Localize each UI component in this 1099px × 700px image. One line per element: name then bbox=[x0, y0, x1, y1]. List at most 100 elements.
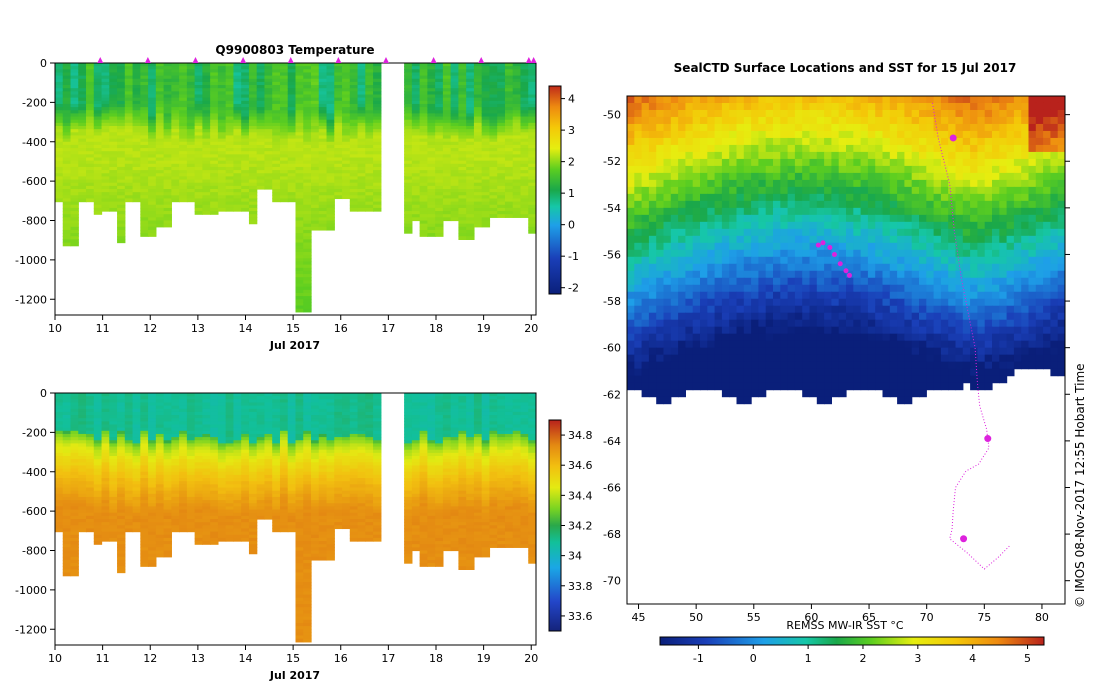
salinity-cell bbox=[86, 503, 95, 507]
temperature-cell bbox=[62, 66, 72, 70]
temperature-cell bbox=[512, 144, 522, 149]
salinity-cell bbox=[117, 399, 126, 404]
temperature-cell bbox=[140, 157, 149, 162]
temperature-cell bbox=[303, 141, 312, 146]
temperature-cell bbox=[194, 88, 204, 92]
salinity-cell bbox=[179, 446, 188, 451]
temperature-cell bbox=[186, 85, 196, 89]
temperature-cell bbox=[435, 122, 444, 127]
temperature-cell bbox=[373, 151, 382, 155]
temperature-cell bbox=[117, 63, 126, 67]
temperature-cell bbox=[179, 81, 188, 86]
salinity-cell bbox=[155, 433, 165, 438]
temperature-cell bbox=[248, 144, 258, 149]
salinity-cell bbox=[279, 468, 289, 473]
temperature-cell bbox=[427, 116, 436, 121]
temperature-colorbar-tick-label: 1 bbox=[568, 187, 575, 200]
temperature-cell bbox=[473, 81, 483, 86]
temperature-cell bbox=[334, 107, 343, 111]
temperature-cell bbox=[233, 179, 242, 184]
salinity-cell bbox=[163, 443, 172, 448]
temperature-cell bbox=[504, 113, 514, 118]
temperature-cell bbox=[466, 229, 475, 234]
temperature-cell bbox=[450, 154, 460, 159]
salinity-cell bbox=[202, 471, 211, 476]
temperature-cell bbox=[117, 110, 126, 114]
temperature-cell bbox=[334, 129, 343, 133]
salinity-cell bbox=[334, 503, 343, 507]
salinity-cell bbox=[186, 421, 196, 426]
temperature-cell bbox=[101, 170, 110, 174]
temperature-cell bbox=[155, 154, 165, 159]
salinity-cell bbox=[186, 411, 196, 416]
salinity-cell bbox=[342, 459, 351, 463]
salinity-cell bbox=[349, 503, 359, 507]
temperature-cell bbox=[117, 126, 126, 130]
salinity-cell bbox=[303, 604, 312, 608]
temperature-cell bbox=[318, 132, 328, 137]
temperature-cell bbox=[303, 173, 312, 177]
salinity-cell bbox=[318, 481, 328, 485]
salinity-cell bbox=[295, 566, 304, 570]
temperature-cell bbox=[148, 138, 157, 143]
temperature-cell bbox=[155, 198, 165, 203]
salinity-cell bbox=[93, 515, 103, 520]
temperature-cell bbox=[512, 110, 522, 114]
salinity-cell bbox=[86, 393, 95, 397]
salinity-cell bbox=[109, 503, 118, 507]
temperature-cell bbox=[179, 103, 188, 108]
salinity-cell bbox=[62, 503, 72, 507]
temperature-cell bbox=[272, 182, 281, 187]
temperature-cell bbox=[93, 66, 103, 70]
temperature-cell bbox=[171, 113, 180, 118]
temperature-cell bbox=[93, 94, 103, 99]
salinity-cell bbox=[140, 537, 149, 542]
temperature-cell bbox=[279, 154, 289, 159]
temperature-cell bbox=[202, 66, 211, 70]
salinity-cell bbox=[78, 405, 87, 410]
salinity-cell bbox=[279, 396, 289, 400]
salinity-cell bbox=[334, 515, 343, 520]
temperature-cell bbox=[349, 85, 359, 89]
temperature-cell bbox=[311, 141, 320, 146]
salinity-cell bbox=[163, 528, 172, 533]
temperature-cell bbox=[419, 110, 428, 114]
salinity-cell bbox=[279, 490, 289, 495]
salinity-cell bbox=[241, 531, 250, 536]
salinity-cell bbox=[311, 547, 320, 552]
temperature-cell bbox=[179, 69, 188, 74]
temperature-cell bbox=[326, 129, 335, 133]
salinity-cell bbox=[101, 484, 110, 489]
temperature-cell bbox=[326, 226, 335, 231]
salinity-cell bbox=[171, 519, 180, 523]
salinity-cell bbox=[194, 446, 204, 451]
salinity-cell bbox=[117, 465, 126, 470]
temperature-cell bbox=[78, 163, 87, 168]
salinity-cell bbox=[140, 462, 149, 467]
temperature-cell bbox=[62, 81, 72, 86]
salinity-cell bbox=[179, 449, 188, 454]
salinity-cell bbox=[210, 528, 219, 533]
temperature-cell bbox=[489, 126, 498, 130]
salinity-cell bbox=[155, 506, 165, 511]
temperature-cell bbox=[202, 85, 211, 89]
salinity-cell bbox=[202, 446, 211, 451]
salinity-cell bbox=[132, 484, 141, 489]
temperature-cell bbox=[93, 88, 103, 92]
temperature-cell bbox=[303, 283, 312, 288]
salinity-cell bbox=[241, 462, 250, 467]
temperature-cell bbox=[148, 189, 157, 193]
temperature-cell bbox=[435, 100, 444, 105]
salinity-cell bbox=[155, 440, 165, 444]
salinity-cell bbox=[179, 411, 188, 416]
temperature-cell bbox=[357, 160, 366, 165]
salinity-cell bbox=[225, 500, 235, 504]
temperature-cell bbox=[248, 217, 258, 222]
salinity-cell bbox=[287, 408, 297, 413]
temperature-cell bbox=[411, 110, 421, 114]
salinity-cell bbox=[202, 415, 211, 419]
salinity-cell bbox=[295, 493, 304, 498]
temperature-cell bbox=[140, 81, 149, 86]
temperature-cell bbox=[512, 103, 522, 108]
temperature-cell bbox=[466, 204, 475, 209]
